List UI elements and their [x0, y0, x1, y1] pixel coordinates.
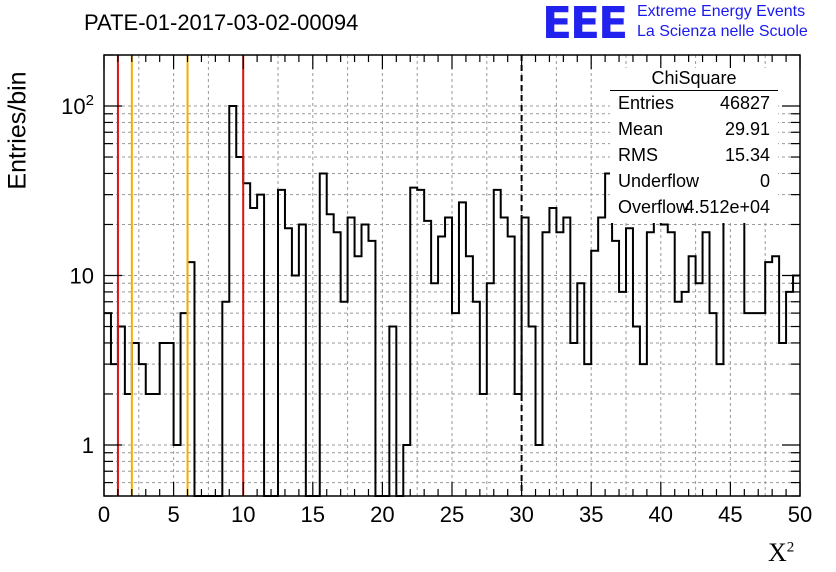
- stats-name: ChiSquare: [610, 68, 778, 91]
- x-tick-label: 20: [370, 502, 394, 527]
- stats-key: Mean: [618, 119, 664, 139]
- y-axis-label: Entries/bin: [3, 71, 32, 190]
- stats-key: Underflow: [618, 171, 700, 191]
- chart-title: PATE-01-2017-03-02-00094: [84, 10, 359, 35]
- x-tick-label: 40: [649, 502, 673, 527]
- stats-value: 0: [759, 171, 770, 191]
- logo-line-2: La Scienza nelle Scuole: [637, 23, 808, 40]
- x-tick-label: 5: [167, 502, 179, 527]
- x-axis-label: X2: [768, 538, 794, 568]
- stats-row-entries: Entries 46827: [610, 93, 778, 119]
- x-tick-label: 15: [301, 502, 325, 527]
- y-tick-label: 102: [61, 92, 94, 119]
- stats-value: 4.512e+04: [684, 197, 770, 217]
- x-axis-label-base: X: [768, 538, 787, 567]
- y-tick-label: 10: [70, 264, 94, 289]
- stats-row-mean: Mean 29.91: [610, 119, 778, 145]
- logo-line-1: Extreme Energy Events: [637, 3, 806, 20]
- stats-box: ChiSquare Entries 46827 Mean 29.91 RMS 1…: [610, 68, 778, 223]
- x-tick-label: 35: [579, 502, 603, 527]
- stats-key: Entries: [618, 93, 675, 113]
- stats-value: 15.34: [724, 145, 770, 165]
- x-tick-label: 30: [509, 502, 533, 527]
- stats-value: 29.91: [724, 119, 770, 139]
- x-tick-label: 25: [440, 502, 464, 527]
- x-tick-label: 45: [718, 502, 742, 527]
- stats-row-underflow: Underflow 0: [610, 171, 778, 197]
- stats-value: 46827: [719, 93, 770, 113]
- y-tick-label: 1: [82, 433, 94, 458]
- eee-logo-mark: EEE: [542, 0, 628, 49]
- stats-row-rms: RMS 15.34: [610, 145, 778, 171]
- x-tick-label: 10: [231, 502, 255, 527]
- eee-logo: EEE Extreme Energy Events La Scienza nel…: [542, 0, 808, 49]
- x-axis-label-sup: 2: [786, 539, 795, 556]
- x-tick-label: 50: [788, 502, 812, 527]
- histogram-outline: [104, 105, 800, 497]
- eee-logo-text: Extreme Energy Events La Scienza nelle S…: [637, 2, 808, 42]
- x-tick-label: 0: [98, 502, 110, 527]
- stats-key: RMS: [618, 145, 658, 165]
- stats-key: Overflow: [618, 197, 690, 217]
- stats-row-overflow: Overflow 4.512e+04: [610, 197, 778, 223]
